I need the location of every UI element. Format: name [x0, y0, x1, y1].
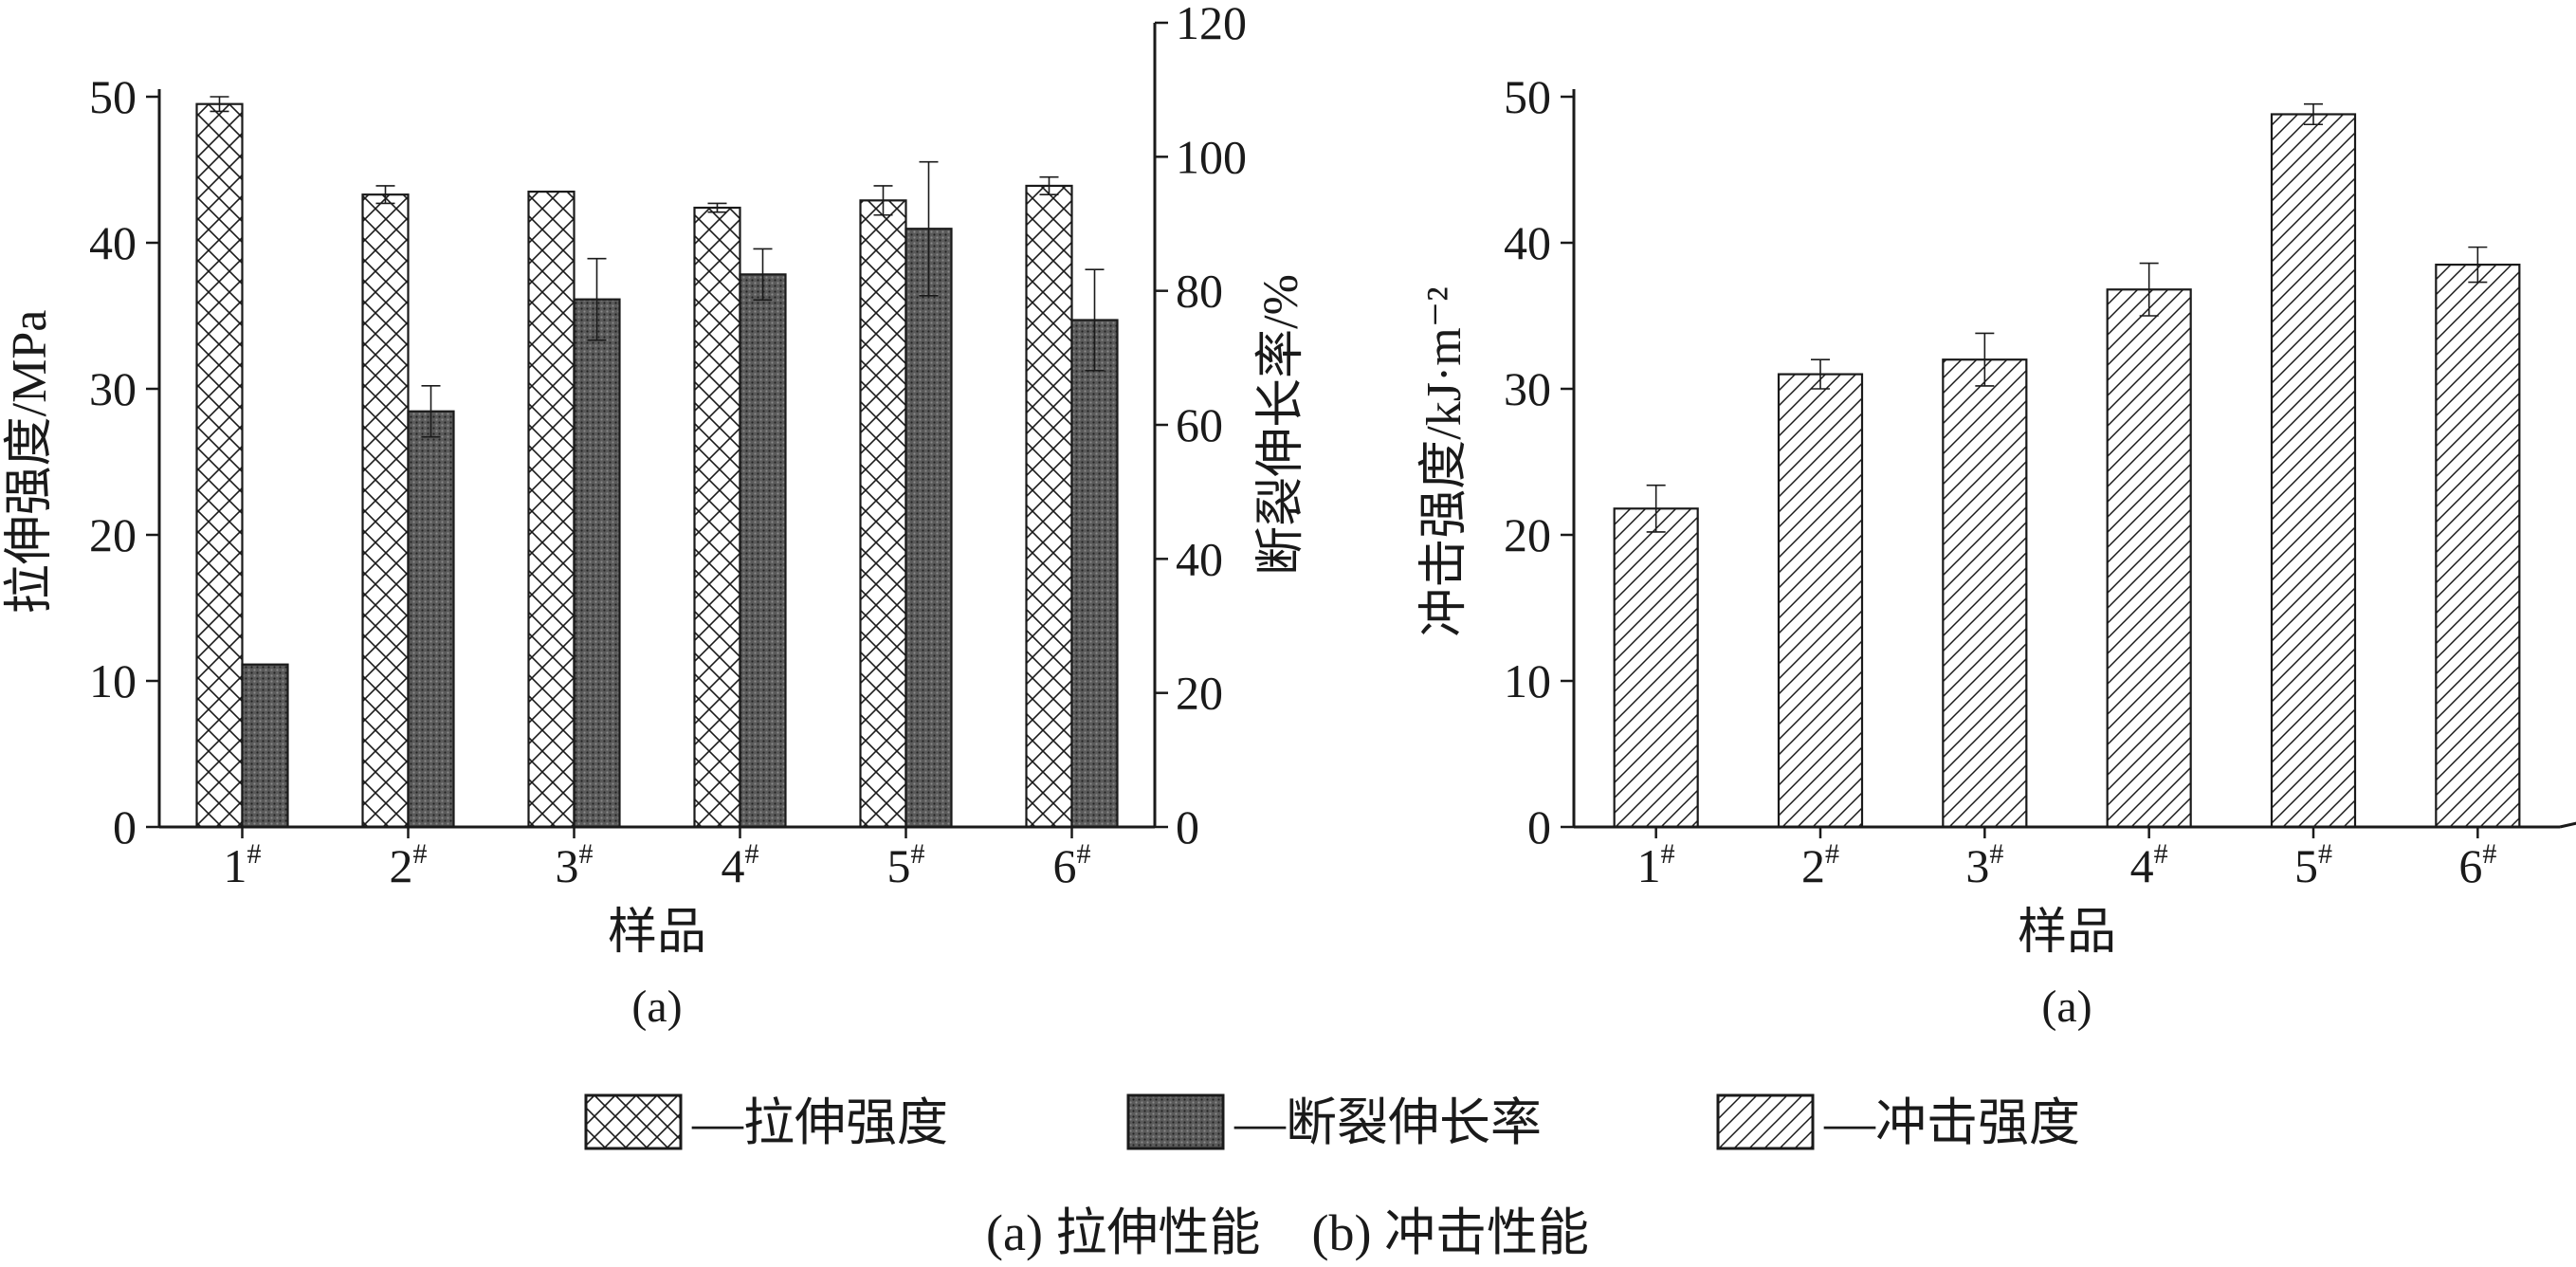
x-tick-label-2#: 2# — [390, 838, 428, 892]
bar-冲击强度-4# — [2106, 288, 2192, 829]
legend-label-拉伸强度: —拉伸强度 — [691, 1094, 948, 1151]
y-tick-label: 0 — [113, 800, 137, 854]
y2-tick-label: 80 — [1176, 265, 1223, 318]
y2-tick-label: 40 — [1176, 532, 1223, 585]
legend-swatch-拉伸强度 — [584, 1093, 683, 1150]
y-tick-label: 40 — [89, 216, 137, 269]
bar-断裂伸长率-6# — [1070, 319, 1119, 829]
y2-tick-label: 100 — [1176, 130, 1247, 183]
bar-拉伸强度-2# — [361, 193, 410, 829]
figure-caption: (a) 拉伸性能 (b) 冲击性能 — [986, 1204, 1589, 1261]
x-tick-label-4#: 4# — [722, 838, 759, 892]
bar-冲击强度-3# — [1942, 358, 2028, 829]
x-tick-label-4#: 4# — [2130, 838, 2168, 892]
bar-拉伸强度-3# — [527, 191, 575, 829]
x-tick-label-1#: 1# — [1637, 838, 1675, 892]
y-tick-label: 50 — [1504, 70, 1551, 123]
bar-断裂伸长率-4# — [739, 273, 787, 829]
bar-拉伸强度-5# — [859, 199, 907, 829]
x-tick-label-1#: 1# — [224, 838, 262, 892]
y-tick-label: 20 — [89, 508, 137, 561]
x-axis-end — [2559, 821, 2576, 829]
x-tick-label-3#: 3# — [556, 838, 594, 892]
legend-label-断裂伸长率: —断裂伸长率 — [1233, 1094, 1542, 1151]
y2-tick-label: 20 — [1176, 667, 1223, 720]
bar-冲击强度-2# — [1777, 373, 1864, 829]
bar-拉伸强度-4# — [693, 206, 741, 829]
bar-断裂伸长率-1# — [241, 663, 289, 829]
y-tick-label: 30 — [1504, 362, 1551, 415]
y-tick-label: 30 — [89, 362, 137, 415]
x-axis-title: 样品 — [2018, 906, 2116, 960]
legend: —拉伸强度 —断裂伸长率 —冲击强度 — [584, 1093, 2080, 1151]
panel-label: (a) — [2041, 982, 2092, 1032]
legend-swatch-断裂伸长率 — [1126, 1093, 1225, 1150]
y2-tick-label: 60 — [1176, 398, 1223, 451]
y-axis-title: 冲击强度/kJ·m⁻² — [1417, 286, 1471, 637]
x-tick-label-5#: 5# — [2294, 838, 2332, 892]
x-tick-label-3#: 3# — [1965, 838, 2003, 892]
panel-label: (a) — [631, 982, 682, 1032]
panel-a-chart: 0 10 20 30 40 50 0 20 40 60 80 100 120 断裂伸长率/% 1# 2# 3# 4… — [3, 0, 1308, 1032]
y2-axis-title: 断裂伸长率/% — [1254, 274, 1308, 576]
y-tick-label: 10 — [89, 654, 137, 707]
bar-拉伸强度-6# — [1025, 184, 1073, 829]
bar-冲击强度-5# — [2270, 113, 2357, 829]
panel-b-chart: 0 10 20 30 40 50 1# 2# 3# 4# 5# 6# 样品 冲击强度/kJ·m⁻² (a) — [1417, 70, 2576, 1032]
bar-断裂伸长率-3# — [573, 298, 621, 829]
y-tick-label: 10 — [1504, 654, 1551, 707]
y2-tick-label: 0 — [1176, 800, 1199, 854]
bar-冲击强度-6# — [2435, 264, 2521, 829]
y2-tick-label: 120 — [1176, 0, 1247, 49]
y-tick-label: 40 — [1504, 216, 1551, 269]
y-axis-title: 拉伸强度/MPa — [3, 310, 57, 615]
y-tick-label: 0 — [1527, 800, 1551, 854]
x-tick-label-2#: 2# — [1801, 838, 1839, 892]
legend-swatch-冲击强度 — [1716, 1093, 1815, 1150]
x-tick-label-5#: 5# — [887, 838, 925, 892]
bar-断裂伸长率-2# — [407, 410, 455, 829]
y-tick-label: 50 — [89, 70, 137, 123]
bar-冲击强度-1# — [1613, 507, 1699, 829]
x-axis-title: 样品 — [608, 906, 706, 960]
legend-label-冲击强度: —冲击强度 — [1823, 1094, 2080, 1151]
bar-拉伸强度-1# — [195, 102, 244, 829]
bar-断裂伸长率-5# — [904, 228, 953, 829]
y-tick-label: 20 — [1504, 508, 1551, 561]
x-tick-label-6#: 6# — [1053, 838, 1091, 892]
x-tick-label-6#: 6# — [2458, 838, 2496, 892]
